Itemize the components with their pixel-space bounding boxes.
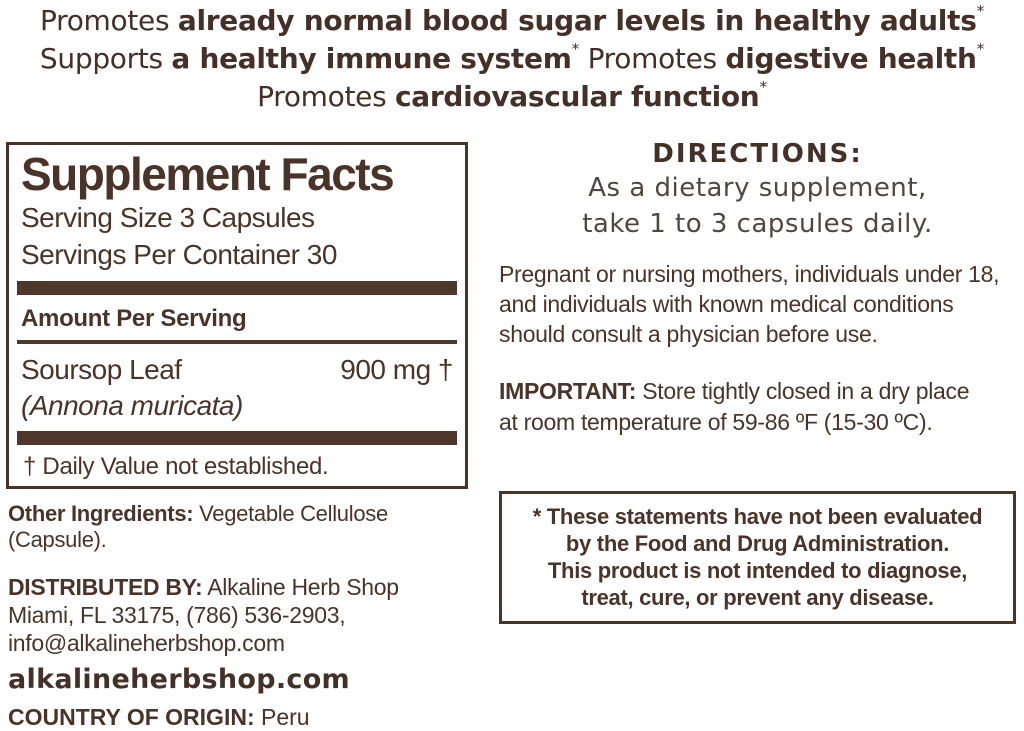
country-of-origin: COUNTRY OF ORIGIN: Peru <box>8 703 468 731</box>
product-claims: Promotes already normal blood sugar leve… <box>0 2 1024 116</box>
country-of-origin-label: COUNTRY OF ORIGIN: <box>8 704 255 730</box>
distributor-name: Alkaline Herb Shop <box>202 574 399 600</box>
fda-disclaimer-box: * These statements have not been evaluat… <box>499 491 1016 624</box>
supplement-facts-title: Supplement Facts <box>21 148 395 200</box>
directions-line-2: take 1 to 3 capsules daily. <box>582 209 933 239</box>
claim-text-bold: already normal blood sugar levels in hea… <box>177 4 977 37</box>
claim-text: Promotes <box>578 42 726 75</box>
disclaimer-line-2: by the Food and Drug Administration. <box>565 531 950 556</box>
directions-line-1: As a dietary supplement, <box>588 173 927 203</box>
other-ingredients-value: Vegetable Cellulose (Capsule). <box>8 501 388 552</box>
disclaimer-line-1: * These statements have not been evaluat… <box>532 504 983 529</box>
ingredient-name: Soursop Leaf <box>21 354 182 385</box>
divider-thick <box>17 281 457 295</box>
servings-per-container: Servings Per Container 30 <box>21 239 337 270</box>
daily-value-footnote: † Daily Value not established. <box>23 453 329 480</box>
divider-thick <box>17 431 457 445</box>
serving-size: Serving Size 3 Capsules <box>21 202 315 233</box>
claim-text: Promotes <box>40 4 178 37</box>
distributed-by-label: DISTRIBUTED BY: <box>8 574 203 600</box>
ingredient-amount: 900 mg † <box>340 354 453 385</box>
storage-instructions: IMPORTANT: Store tightly closed in a dry… <box>499 376 973 438</box>
disclaimer-line-3: This product is not intended to diagnose… <box>547 558 968 583</box>
other-ingredients: Other Ingredients: Vegetable Cellulose (… <box>8 501 468 553</box>
important-label: IMPORTANT: <box>499 378 637 404</box>
directions-heading: DIRECTIONS: <box>652 139 863 169</box>
claim-text-bold: a healthy immune system <box>171 42 572 75</box>
asterisk: * <box>759 78 767 96</box>
website-url: alkalineherbshop.com <box>8 664 350 695</box>
claim-text-bold: cardiovascular function <box>394 80 760 113</box>
claim-text: Supports <box>39 42 172 75</box>
claim-line-1: Promotes already normal blood sugar leve… <box>0 2 1024 40</box>
amount-per-serving-heading: Amount Per Serving <box>21 305 247 332</box>
distributor-address: Miami, FL 33175, (786) 536-2903, <box>8 602 346 628</box>
country-of-origin-value: Peru <box>254 704 310 730</box>
claim-line-2: Supports a healthy immune system* Promot… <box>0 40 1024 78</box>
distributor-line-1: DISTRIBUTED BY: Alkaline Herb Shop <box>8 573 468 601</box>
divider-thin <box>17 340 457 344</box>
claim-line-3: Promotes cardiovascular function* <box>0 78 1024 116</box>
ingredient-row: Soursop Leaf 900 mg † <box>21 353 453 387</box>
distributor-email: info@alkalineherbshop.com <box>8 630 285 656</box>
supplement-facts-panel: Supplement Facts Serving Size 3 Capsules… <box>6 142 468 489</box>
other-ingredients-label: Other Ingredients: <box>8 501 194 526</box>
ingredient-latin-name: (Annona muricata) <box>21 390 243 421</box>
disclaimer-line-4: treat, cure, or prevent any disease. <box>581 585 934 610</box>
warning-text: Pregnant or nursing mothers, individuals… <box>499 261 1000 347</box>
distributor-info: DISTRIBUTED BY: Alkaline Herb Shop Miami… <box>8 573 468 657</box>
directions-section: DIRECTIONS: As a dietary supplement, tak… <box>499 138 1016 242</box>
right-column: DIRECTIONS: As a dietary supplement, tak… <box>499 138 1016 624</box>
asterisk: * <box>976 40 985 58</box>
left-column: Supplement Facts Serving Size 3 Capsules… <box>6 142 468 731</box>
asterisk: * <box>976 2 985 20</box>
important-text: Store tightly closed in a dry place at r… <box>499 378 970 435</box>
claim-text-bold: digestive health <box>725 42 977 75</box>
claim-text: Promotes <box>257 80 395 113</box>
asterisk: * <box>571 40 580 58</box>
